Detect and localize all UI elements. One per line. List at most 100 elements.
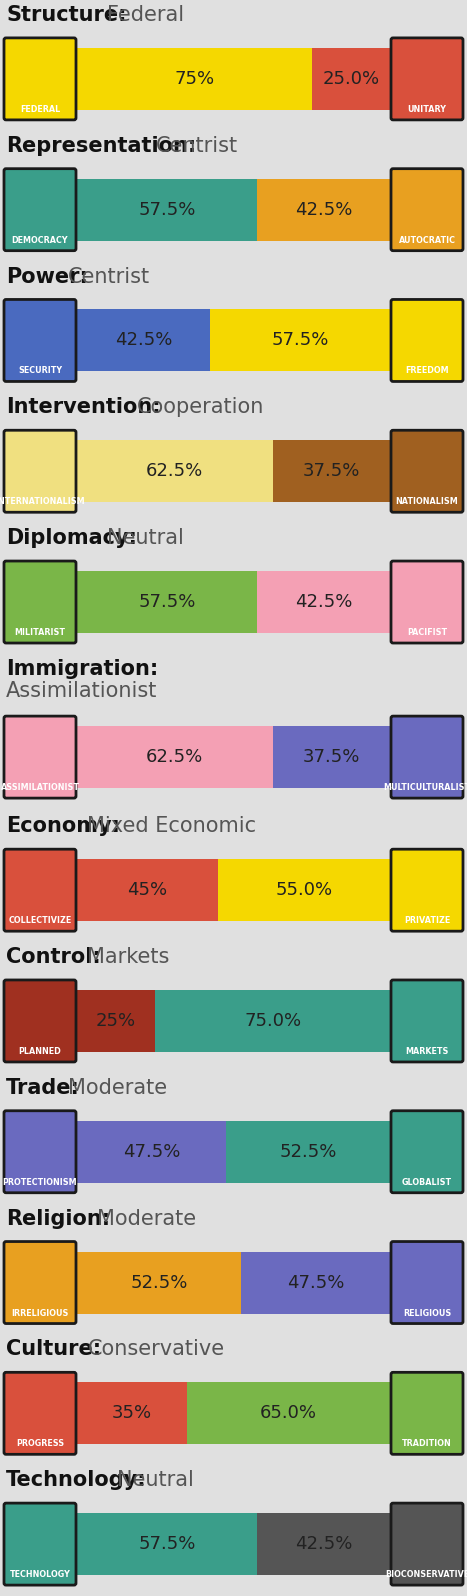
Text: Immigration:: Immigration: [6,659,158,678]
Text: 42.5%: 42.5% [115,332,172,350]
FancyBboxPatch shape [391,849,463,930]
Text: COLLECTIVIZE: COLLECTIVIZE [8,916,71,926]
FancyBboxPatch shape [391,169,463,251]
Text: Religion:: Religion: [6,1208,110,1229]
FancyBboxPatch shape [4,169,76,251]
Bar [257,179,390,241]
FancyBboxPatch shape [4,1242,76,1323]
Text: Centrist: Centrist [156,136,238,156]
FancyBboxPatch shape [391,431,463,512]
FancyBboxPatch shape [391,1111,463,1192]
FancyBboxPatch shape [4,980,76,1061]
Text: Federal: Federal [107,5,184,26]
Text: 42.5%: 42.5% [295,1535,352,1553]
FancyBboxPatch shape [391,562,463,643]
Text: 57.5%: 57.5% [271,332,329,350]
Bar [77,859,218,921]
Bar [77,1120,226,1183]
Text: Conservative: Conservative [87,1339,225,1360]
Text: Centrist: Centrist [68,267,150,287]
Text: ASSIMILATIONIST: ASSIMILATIONIST [0,784,79,792]
Bar [273,726,390,788]
Text: DEMOCRACY: DEMOCRACY [12,236,68,244]
Text: RELIGIOUS: RELIGIOUS [403,1309,451,1318]
Bar [241,1251,390,1314]
FancyBboxPatch shape [4,717,76,798]
Text: Markets: Markets [87,946,170,967]
Text: GLOBALIST: GLOBALIST [402,1178,452,1187]
Text: PACIFIST: PACIFIST [407,629,447,637]
Text: Cooperation: Cooperation [136,397,264,418]
Text: IRRELIGIOUS: IRRELIGIOUS [11,1309,69,1318]
Text: Representation:: Representation: [6,136,196,156]
Text: 25.0%: 25.0% [322,70,379,88]
FancyBboxPatch shape [391,1373,463,1454]
FancyBboxPatch shape [391,38,463,120]
Text: 65.0%: 65.0% [260,1404,317,1422]
Text: 62.5%: 62.5% [146,749,204,766]
Text: Diplomacy:: Diplomacy: [6,528,137,547]
Text: PROGRESS: PROGRESS [16,1440,64,1448]
Text: PLANNED: PLANNED [19,1047,61,1057]
Text: Neutral: Neutral [117,1470,194,1491]
Bar [273,440,390,503]
Text: Moderate: Moderate [97,1208,196,1229]
Text: 42.5%: 42.5% [295,201,352,219]
Bar [210,310,390,372]
Text: Power:: Power: [6,267,88,287]
Text: Technology:: Technology: [6,1470,147,1491]
Text: 57.5%: 57.5% [138,594,196,611]
FancyBboxPatch shape [391,1503,463,1585]
Bar [77,990,155,1052]
Text: Control:: Control: [6,946,101,967]
FancyBboxPatch shape [4,562,76,643]
Bar [77,571,257,634]
Text: MULTICULTURALIST: MULTICULTURALIST [383,784,467,792]
Bar [77,1251,241,1314]
Bar [226,1120,390,1183]
Text: INTERNATIONALISM: INTERNATIONALISM [0,498,85,506]
Bar [186,1382,390,1444]
Text: 35%: 35% [112,1404,152,1422]
Text: 57.5%: 57.5% [138,201,196,219]
Text: Moderate: Moderate [68,1077,167,1098]
Text: 57.5%: 57.5% [138,1535,196,1553]
Bar [77,1513,257,1575]
Bar [77,179,257,241]
FancyBboxPatch shape [4,1503,76,1585]
Text: Economy:: Economy: [6,816,120,836]
Bar [155,990,390,1052]
FancyBboxPatch shape [4,1373,76,1454]
FancyBboxPatch shape [4,849,76,930]
Text: TRADITION: TRADITION [402,1440,452,1448]
Text: 75.0%: 75.0% [244,1012,301,1029]
Text: 25%: 25% [96,1012,136,1029]
Bar [218,859,390,921]
Text: Culture:: Culture: [6,1339,101,1360]
Text: 75%: 75% [174,70,214,88]
Text: BIOCONSERVATIVE: BIOCONSERVATIVE [385,1570,467,1578]
FancyBboxPatch shape [391,300,463,381]
Text: AUTOCRATIC: AUTOCRATIC [398,236,455,244]
Text: UNITARY: UNITARY [408,105,446,113]
FancyBboxPatch shape [4,300,76,381]
Bar [312,48,390,110]
Text: FREEDOM: FREEDOM [405,367,449,375]
Text: 45%: 45% [127,881,168,899]
Text: MARKETS: MARKETS [405,1047,449,1057]
Text: 42.5%: 42.5% [295,594,352,611]
Bar [77,310,210,372]
Text: 62.5%: 62.5% [146,463,204,480]
Text: PRIVATIZE: PRIVATIZE [404,916,450,926]
Text: Neutral: Neutral [107,528,184,547]
Text: 37.5%: 37.5% [303,749,360,766]
Bar [77,1382,186,1444]
Text: 55.0%: 55.0% [276,881,333,899]
Text: TECHNOLOGY: TECHNOLOGY [9,1570,71,1578]
Text: Intervention:: Intervention: [6,397,161,418]
FancyBboxPatch shape [391,1242,463,1323]
Bar [257,1513,390,1575]
FancyBboxPatch shape [4,38,76,120]
Text: Structure:: Structure: [6,5,127,26]
Text: Trade:: Trade: [6,1077,80,1098]
